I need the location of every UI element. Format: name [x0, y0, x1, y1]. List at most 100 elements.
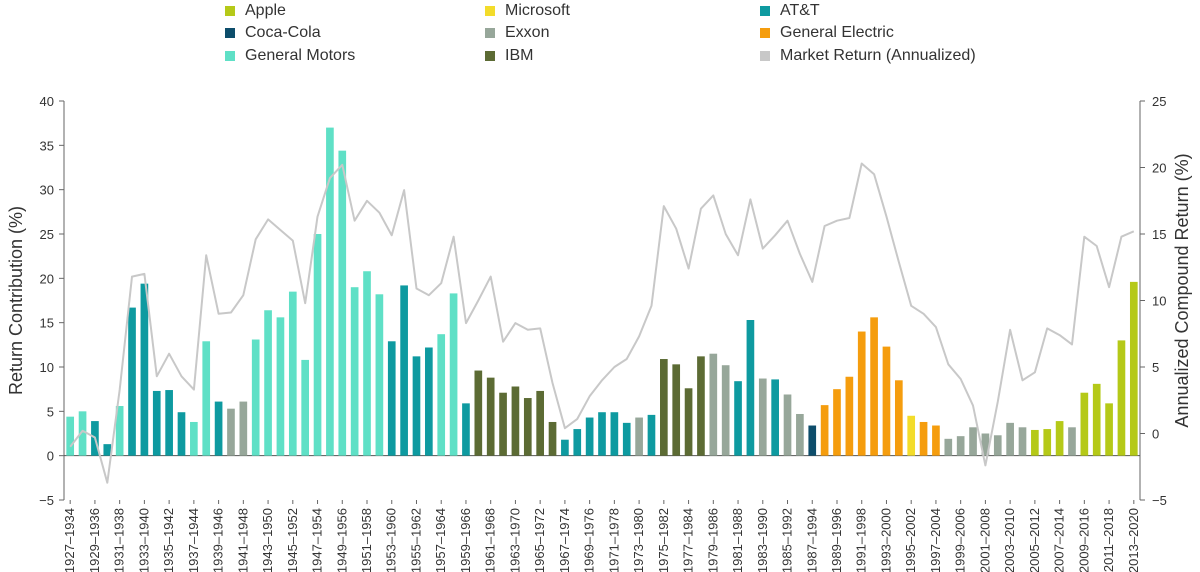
bar	[1006, 422, 1014, 456]
bar	[1092, 383, 1101, 456]
bar	[190, 421, 198, 456]
bar	[78, 411, 87, 456]
x-tick-label: 1945–1952	[285, 508, 300, 572]
bar	[202, 341, 211, 456]
x-tick-label: 1949–1956	[334, 508, 349, 572]
legend-label: Exxon	[505, 24, 550, 41]
legend-item-market-return-annualized-: Market Return (Annualized)	[760, 47, 976, 65]
legend-item-at-t: AT&T	[760, 2, 820, 20]
x-tick-label: 1943–1950	[260, 508, 275, 572]
bar	[622, 422, 631, 456]
bar	[227, 408, 235, 456]
legend-item-microsoft: Microsoft	[485, 2, 570, 20]
bar	[499, 392, 507, 456]
bar	[796, 413, 804, 456]
legend-swatch	[485, 6, 495, 16]
x-tick-label: 1939–1946	[211, 508, 226, 572]
bar	[437, 334, 446, 456]
bar	[350, 287, 359, 456]
bar	[932, 425, 940, 456]
y2-tick-label: 25	[1152, 94, 1166, 109]
x-tick-label: 1953–1960	[384, 508, 399, 572]
x-tick-label: 1957–1964	[433, 508, 448, 572]
bar	[523, 398, 532, 456]
x-tick-label: 1977–1984	[681, 508, 696, 572]
bar	[288, 291, 297, 456]
bar	[820, 405, 829, 456]
bar	[610, 412, 619, 456]
bar	[1031, 429, 1039, 456]
x-tick-label: 2003–2010	[1002, 508, 1017, 572]
legend-item-general-electric: General Electric	[760, 24, 894, 42]
bar	[672, 364, 681, 456]
bar	[1129, 281, 1138, 456]
bar	[561, 439, 569, 456]
legend-label: General Motors	[245, 47, 356, 64]
x-tick-label: 1933–1940	[136, 508, 151, 572]
bar	[301, 359, 310, 456]
bar	[783, 394, 792, 456]
bar	[647, 414, 656, 456]
x-tick-label: 1969–1976	[582, 508, 597, 572]
bar	[771, 379, 779, 456]
bar	[115, 406, 124, 456]
x-tick-label: 1965–1972	[532, 508, 547, 572]
x-tick-label: 2013–2020	[1126, 508, 1141, 572]
bar	[1018, 427, 1027, 456]
x-tick-label: 1979–1986	[705, 508, 720, 572]
x-tick-label: 1981–1988	[730, 508, 745, 572]
x-tick-label: 1931–1938	[112, 508, 127, 572]
y2-tick-label: 10	[1152, 294, 1166, 309]
bar	[894, 380, 903, 456]
bar	[845, 376, 854, 456]
y2-tick-label: 20	[1152, 161, 1166, 176]
x-tick-label: 1927–1934	[62, 508, 77, 572]
legend-item-apple: Apple	[225, 2, 286, 20]
y2-tick-label: 15	[1152, 227, 1166, 242]
bar	[919, 421, 928, 456]
y-tick-label: 40	[40, 94, 54, 109]
bar	[400, 285, 408, 456]
x-tick-label: 1941–1948	[235, 508, 250, 572]
legend-label: AT&T	[780, 2, 820, 19]
bar	[474, 370, 483, 456]
bar	[746, 320, 755, 456]
x-tick-label: 1987–1994	[804, 508, 819, 572]
legend-swatch	[485, 28, 495, 38]
legend-label: Coca-Cola	[245, 24, 321, 41]
bar	[66, 416, 75, 456]
bar	[326, 127, 334, 456]
bar	[585, 417, 594, 456]
bar	[1105, 403, 1113, 456]
x-tick-label: 2001–2008	[977, 508, 992, 572]
bar	[573, 429, 582, 456]
x-tick-label: 1951–1958	[359, 508, 374, 572]
bar	[1117, 340, 1126, 456]
bar	[548, 421, 557, 456]
bar	[165, 390, 173, 456]
chart-legend: Apple Microsoft AT&T Coca-Cola Exxon General …	[0, 0, 1200, 70]
bar	[214, 401, 223, 456]
bar	[598, 412, 606, 456]
bar	[721, 365, 730, 456]
x-tick-label: 1961–1968	[483, 508, 498, 572]
bar	[511, 386, 520, 456]
bar	[1080, 392, 1089, 456]
bar	[103, 444, 112, 456]
bar	[425, 347, 433, 456]
x-tick-label: 2011–2018	[1101, 508, 1116, 572]
bar	[313, 234, 322, 456]
x-tick-label: 1963–1970	[507, 508, 522, 572]
x-tick-label: 1985–1992	[780, 508, 795, 572]
bar	[387, 341, 396, 456]
x-tick-label: 1989–1996	[829, 508, 844, 572]
market-return-line	[69, 162, 1135, 484]
x-tick-label: 1999–2006	[953, 508, 968, 572]
y2-tick-label: 5	[1152, 360, 1159, 375]
bar	[536, 390, 544, 456]
x-tick-label: 1993–2000	[879, 508, 894, 572]
bar	[734, 381, 742, 456]
x-tick-label: 1935–1942	[161, 508, 176, 572]
legend-item-ibm: IBM	[485, 47, 533, 65]
bar	[956, 436, 965, 456]
